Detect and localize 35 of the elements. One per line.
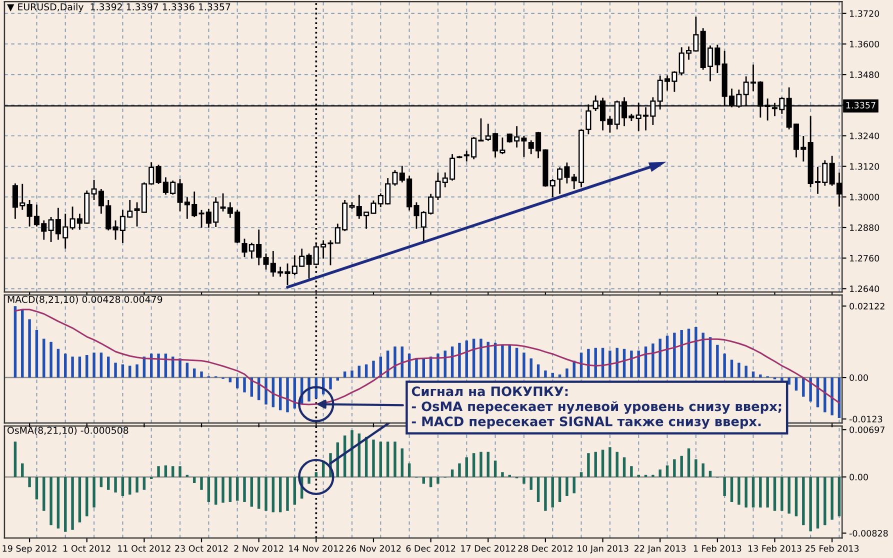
y-tick-label: 1.3120	[850, 163, 880, 170]
annotation: Сигнал на ПОКУПКУ: - OsMA пересекает нулевой уровень снизу вверх; - MACD пересекает SIGNAL также снизу вверх.	[412, 386, 782, 429]
ref-line-label: 1.3357	[846, 102, 876, 108]
y-tick-label: 0.02122	[850, 302, 884, 310]
y-tick-label: 0.00	[850, 374, 868, 381]
x-tick-label: 26 Nov 2012	[346, 545, 401, 552]
y-tick-label: 1.3480	[850, 71, 880, 78]
x-tick-label: 11 Oct 2012	[118, 545, 170, 552]
y-tick-label: 0.00	[850, 474, 868, 480]
x-tick-label: 22 Jan 2013	[634, 545, 686, 554]
y-tick-label: 1.3600	[850, 40, 880, 48]
chart-title: OsMA(8,21,10) -0.000508	[8, 426, 128, 436]
y-tick-label: 0.00697	[850, 426, 884, 434]
y-tick-label: 1.3000	[850, 194, 880, 200]
x-tick-label: 23 Oct 2012	[175, 545, 228, 552]
x-tick-label: 10 Jan 2013	[578, 545, 628, 554]
x-tick-label: 1 Feb 2013	[694, 544, 742, 552]
chart-title: MACD(8,21,10) 0.00428 0.00479	[8, 296, 162, 304]
y-tick-label: 1.3720	[850, 10, 880, 17]
y-tick-label: 1.2640	[850, 286, 880, 292]
x-tick-label: 14 Nov 2012	[289, 545, 344, 552]
y-tick-label: 1.2880	[850, 224, 880, 231]
y-tick-label: -0.00828	[849, 530, 888, 537]
x-tick-label: 25 Feb 2013	[805, 544, 859, 552]
y-tick-label: 1.2760	[850, 254, 880, 262]
x-tick-label: 28 Dec 2012	[518, 545, 573, 552]
x-tick-label: 13 Feb 2013	[748, 544, 802, 552]
x-tick-label: 2 Nov 2012	[234, 545, 284, 552]
chart-title: ▼ EURUSD,Daily 1.3392 1.3397 1.3336 1.3357	[7, 3, 230, 12]
x-tick-label: 19 Sep 2012	[2, 545, 56, 554]
x-tick-label: 1 Oct 2012	[64, 545, 110, 552]
x-tick-label: 6 Dec 2012	[406, 545, 456, 552]
y-tick-label: -0.0123	[849, 416, 882, 422]
y-tick-label: 1.3240	[850, 132, 880, 140]
x-tick-label: 17 Dec 2012	[461, 545, 516, 552]
